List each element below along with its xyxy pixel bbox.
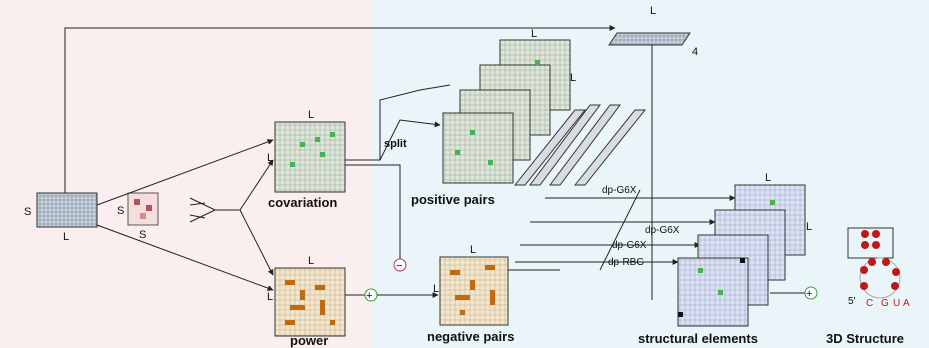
label: dp-RBG bbox=[608, 257, 644, 268]
label: G bbox=[881, 298, 889, 309]
label: L bbox=[267, 152, 273, 164]
label: L bbox=[308, 255, 314, 267]
node bbox=[882, 258, 890, 266]
matrix-cell bbox=[275, 268, 345, 336]
label: 5' bbox=[848, 296, 856, 307]
node bbox=[872, 241, 880, 249]
label: + bbox=[806, 288, 812, 300]
label: A bbox=[903, 298, 910, 309]
matrix-cell bbox=[770, 200, 775, 205]
label: positive pairs bbox=[411, 192, 495, 207]
connector bbox=[609, 33, 690, 45]
label: L bbox=[806, 221, 812, 233]
diagram: S L S S L L covariation L L power split … bbox=[0, 0, 929, 348]
label: U bbox=[893, 298, 900, 309]
matrix-cell bbox=[488, 160, 493, 165]
node bbox=[860, 266, 868, 274]
label: C bbox=[866, 298, 873, 309]
matrix-cell bbox=[128, 193, 158, 225]
matrix-cell bbox=[300, 142, 305, 147]
label: S bbox=[24, 206, 31, 218]
label: power bbox=[290, 333, 328, 348]
label: L bbox=[433, 283, 439, 295]
matrix-cell bbox=[678, 258, 748, 326]
node bbox=[892, 268, 900, 276]
matrix-cell bbox=[134, 199, 140, 205]
label: structural elements bbox=[638, 331, 758, 346]
matrix-cell bbox=[440, 257, 508, 325]
matrix-cell bbox=[535, 60, 540, 65]
page: S L S S L L covariation L L power split … bbox=[0, 0, 929, 348]
matrix-cell bbox=[320, 152, 325, 157]
matrix-cell bbox=[37, 193, 97, 227]
label: L bbox=[63, 231, 69, 243]
matrix-cell bbox=[330, 132, 335, 137]
label: negative pairs bbox=[427, 329, 514, 344]
label: S bbox=[139, 229, 146, 241]
label: − bbox=[396, 260, 402, 272]
label: L bbox=[470, 244, 476, 256]
matrix-cell bbox=[698, 268, 703, 273]
matrix-cell bbox=[140, 213, 146, 219]
matrix-cell bbox=[315, 137, 320, 142]
node bbox=[891, 282, 899, 290]
label: L bbox=[308, 109, 314, 121]
matrix-cell bbox=[718, 290, 723, 295]
node bbox=[861, 241, 869, 249]
node bbox=[872, 230, 880, 238]
matrix-cell bbox=[740, 258, 745, 263]
label: covariation bbox=[268, 195, 337, 210]
label: L bbox=[267, 291, 273, 303]
label: split bbox=[384, 138, 407, 150]
matrix-cell bbox=[470, 130, 475, 135]
label: L bbox=[650, 5, 656, 17]
matrix-cell bbox=[146, 205, 152, 211]
label: L bbox=[570, 72, 576, 84]
label: L bbox=[531, 28, 537, 40]
label: dp-G6X bbox=[602, 185, 637, 196]
label: 3D Structure bbox=[826, 331, 904, 346]
label: S bbox=[117, 205, 124, 217]
label: dp-G6X bbox=[612, 240, 647, 251]
node bbox=[860, 282, 868, 290]
label: L bbox=[765, 172, 771, 184]
matrix-cell bbox=[678, 312, 683, 317]
label: dp-G6X bbox=[645, 225, 680, 236]
label: 4 bbox=[692, 46, 698, 58]
matrix-cell bbox=[443, 113, 513, 183]
matrix-cell bbox=[455, 150, 460, 155]
matrix-cell bbox=[290, 162, 295, 167]
node bbox=[861, 230, 869, 238]
label: + bbox=[366, 290, 372, 302]
node bbox=[868, 258, 876, 266]
